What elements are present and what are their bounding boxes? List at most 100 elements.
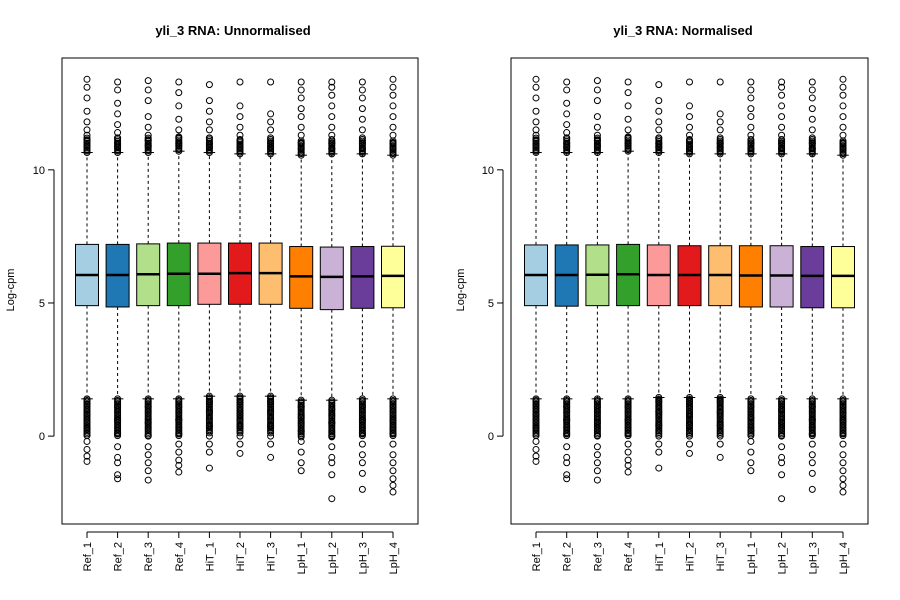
outlier-point bbox=[532, 75, 540, 83]
outlier-point bbox=[389, 113, 397, 121]
outlier-point bbox=[175, 440, 183, 448]
outlier-point bbox=[747, 78, 755, 86]
outlier-point bbox=[297, 113, 305, 121]
outlier-point bbox=[236, 78, 244, 86]
outlier-band-upper bbox=[236, 135, 244, 158]
x-tick-label: Ref_1 bbox=[531, 542, 543, 571]
outlier-point bbox=[808, 429, 816, 437]
outlier-point bbox=[114, 134, 122, 142]
outlier-point bbox=[114, 129, 122, 137]
outlier-point bbox=[778, 139, 786, 147]
outlier-point bbox=[686, 131, 693, 139]
outlier-point bbox=[839, 488, 847, 496]
outlier-point bbox=[175, 456, 183, 464]
outlier-point bbox=[389, 416, 397, 424]
outlier-point bbox=[205, 97, 213, 105]
outlier-point bbox=[114, 78, 122, 86]
outlier-point bbox=[593, 97, 601, 105]
outlier-point bbox=[716, 110, 724, 118]
outlier-point bbox=[655, 421, 663, 429]
outlier-point bbox=[778, 131, 786, 139]
outlier-point bbox=[114, 121, 122, 129]
outlier-point bbox=[83, 118, 91, 126]
outlier-point bbox=[778, 113, 786, 121]
outlier-point bbox=[655, 448, 663, 456]
outlier-point bbox=[655, 139, 663, 147]
outlier-point bbox=[175, 461, 183, 469]
outlier-point bbox=[236, 440, 244, 448]
outlier-point bbox=[144, 432, 152, 440]
outlier-band-upper bbox=[686, 135, 693, 158]
outlier-point bbox=[205, 432, 213, 440]
outlier-point bbox=[839, 403, 847, 411]
outlier-point bbox=[297, 78, 305, 86]
x-tick-label: LpH_2 bbox=[327, 542, 339, 574]
outlier-point bbox=[563, 121, 571, 129]
outlier-point bbox=[808, 78, 816, 86]
outlier-point bbox=[808, 416, 816, 424]
outlier-point bbox=[716, 78, 724, 86]
outlier-point bbox=[267, 408, 275, 416]
outlier-point bbox=[205, 408, 213, 416]
outlier-point bbox=[236, 449, 244, 457]
outlier-point bbox=[267, 440, 275, 448]
plot-frame bbox=[61, 57, 419, 525]
box-group: 0 5 10 Ref_1 Ref_2 Ref_3 Ref_4 HiT_1 HiT_2 HiT_3 L… bbox=[482, 75, 855, 574]
outlier-point bbox=[655, 464, 663, 472]
x-tick-label: Ref_4 bbox=[174, 542, 186, 571]
outlier-point bbox=[532, 142, 540, 150]
x-tick-label: LpH_3 bbox=[807, 542, 819, 574]
outlier-point bbox=[716, 143, 724, 151]
outlier-point bbox=[175, 139, 183, 147]
outlier-point bbox=[144, 131, 152, 139]
outlier-point bbox=[716, 134, 724, 142]
outlier-point bbox=[839, 75, 847, 83]
outlier-point bbox=[144, 443, 152, 451]
outlier-point bbox=[532, 437, 540, 445]
outlier-point bbox=[175, 115, 183, 123]
outlier-point bbox=[808, 145, 816, 153]
outlier-point bbox=[297, 94, 305, 102]
outlier-point bbox=[747, 427, 755, 435]
y-tick-label: 0 bbox=[488, 431, 494, 443]
outlier-point bbox=[563, 416, 571, 424]
outlier-point bbox=[686, 449, 693, 457]
outlier-point bbox=[267, 134, 275, 142]
outlier-point bbox=[593, 459, 601, 467]
box bbox=[831, 246, 855, 309]
outlier-point bbox=[716, 118, 724, 126]
outlier-point bbox=[747, 145, 755, 153]
outlier-point bbox=[593, 86, 601, 94]
outlier-point bbox=[358, 459, 366, 467]
x-tick-label: HiT_2 bbox=[235, 542, 247, 571]
outlier-point bbox=[328, 432, 336, 440]
outlier-point bbox=[205, 421, 213, 429]
outlier-point bbox=[144, 134, 152, 142]
outlier-point bbox=[808, 485, 816, 493]
outlier-point bbox=[624, 461, 632, 469]
outlier-point bbox=[114, 459, 122, 467]
outlier-point bbox=[686, 432, 693, 440]
outlier-point bbox=[205, 464, 213, 472]
outlier-point bbox=[563, 110, 571, 118]
outlier-point bbox=[778, 123, 786, 131]
outlier-point bbox=[83, 400, 91, 408]
box bbox=[800, 246, 825, 309]
outlier-point bbox=[205, 429, 213, 437]
y-tick-label: 5 bbox=[488, 298, 494, 310]
x-tick-label: Ref_1 bbox=[82, 542, 94, 571]
outlier-point bbox=[236, 421, 244, 429]
outlier-point bbox=[328, 91, 336, 99]
outlier-point bbox=[686, 143, 693, 151]
outlier-point bbox=[83, 75, 91, 83]
outlier-point bbox=[747, 135, 755, 143]
outlier-point bbox=[358, 78, 366, 86]
outlier-point bbox=[297, 448, 305, 456]
outlier-point bbox=[267, 143, 275, 151]
outlier-point bbox=[532, 411, 540, 419]
outlier-band-lower bbox=[297, 396, 305, 441]
outlier-point bbox=[389, 145, 397, 153]
outlier-point bbox=[839, 459, 847, 467]
outlier-band-lower bbox=[686, 394, 693, 438]
